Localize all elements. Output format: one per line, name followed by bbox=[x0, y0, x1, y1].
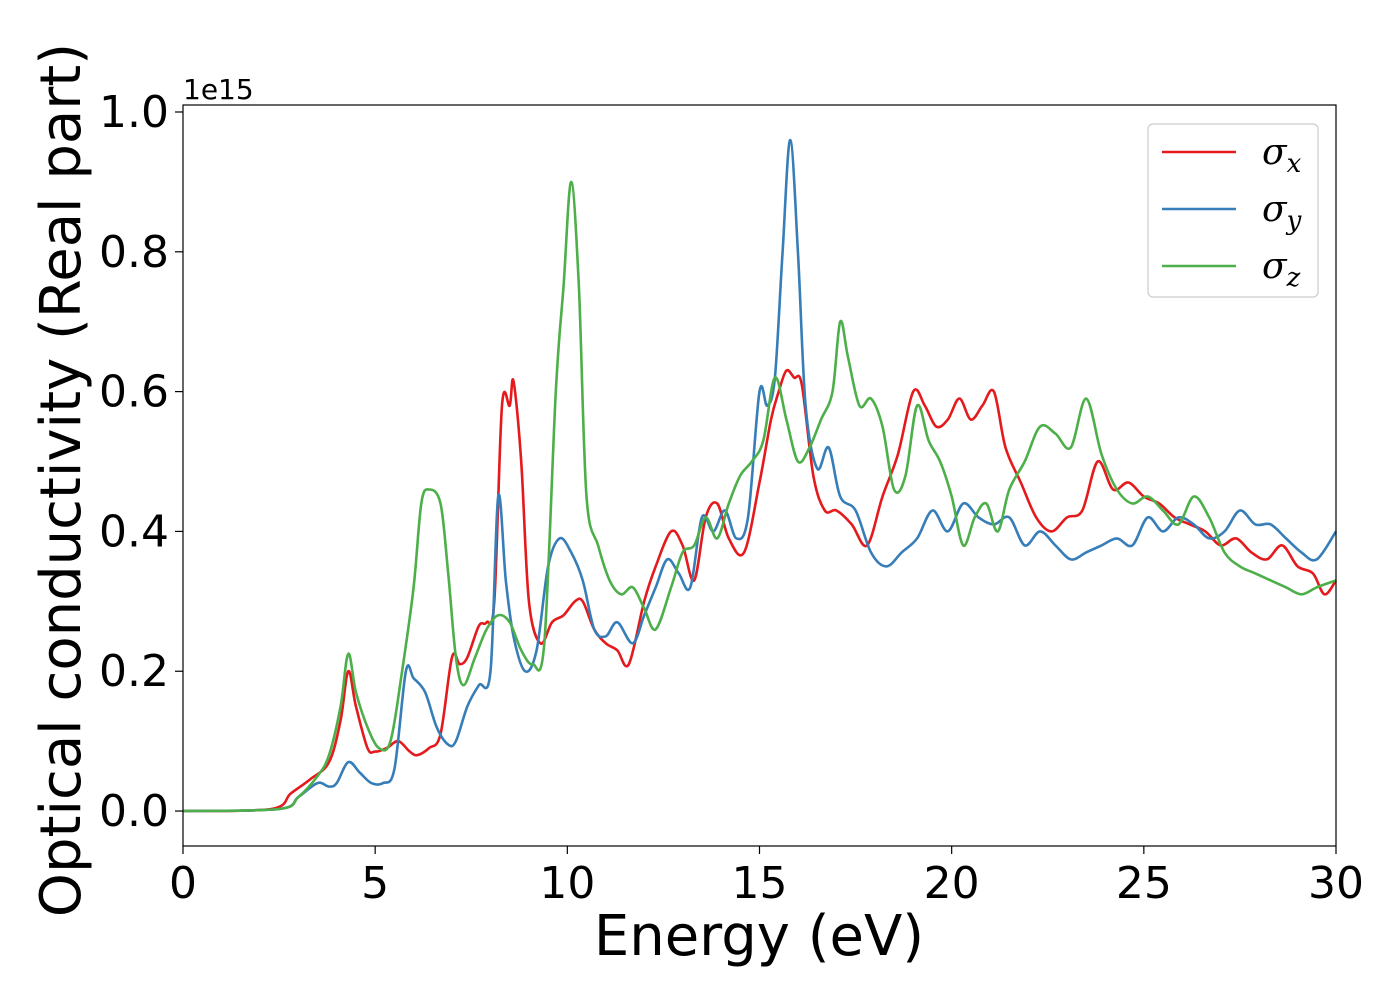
legend-box bbox=[1147, 123, 1319, 298]
y-axis: 0.0 0.2 0.4 0.6 0.8 1.0 bbox=[99, 87, 183, 837]
series-line-z bbox=[182, 180, 1337, 813]
x-tick-label: 5 bbox=[361, 858, 389, 909]
x-axis-title: Energy (eV) bbox=[594, 904, 924, 969]
y-tick-label: 0.8 bbox=[99, 227, 169, 278]
legend-label: σz bbox=[1262, 246, 1301, 293]
legend-label: σx bbox=[1262, 132, 1302, 179]
x-tick-label: 30 bbox=[1308, 858, 1364, 909]
legend: σx σy σz bbox=[1147, 123, 1319, 298]
x-tick-label: 10 bbox=[539, 858, 595, 909]
series-line-x bbox=[182, 368, 1338, 813]
x-tick-label: 15 bbox=[732, 858, 788, 909]
y-tick-label: 0.2 bbox=[99, 646, 169, 697]
y-tick-label: 0.6 bbox=[99, 367, 169, 418]
y-axis-title: Optical conductivity (Real part) bbox=[29, 43, 94, 917]
legend-label: σy bbox=[1262, 189, 1302, 236]
x-axis: 0 5 10 15 20 25 30 bbox=[169, 846, 1364, 909]
series-line-y bbox=[182, 138, 1338, 813]
series-layer bbox=[182, 138, 1338, 813]
y-tick-label: 0.4 bbox=[99, 506, 169, 557]
y-tick-label: 1.0 bbox=[99, 87, 169, 138]
x-tick-label: 20 bbox=[924, 858, 980, 909]
x-tick-label: 0 bbox=[169, 858, 197, 909]
y-tick-label: 0.0 bbox=[99, 786, 169, 837]
x-tick-label: 25 bbox=[1116, 858, 1172, 909]
y-offset-label: 1e15 bbox=[183, 73, 254, 106]
